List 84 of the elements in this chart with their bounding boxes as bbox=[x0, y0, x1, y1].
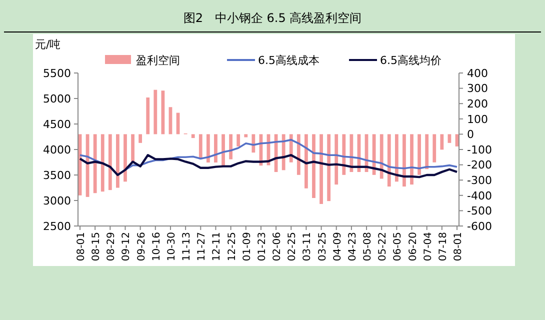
bar bbox=[206, 134, 210, 163]
y-tick-label: 5500 bbox=[43, 66, 71, 80]
x-tick-label: 05-22 bbox=[378, 232, 389, 262]
bar bbox=[304, 134, 308, 188]
x-tick-label: 04-23 bbox=[347, 232, 358, 262]
x-tick-label: 11-13 bbox=[182, 232, 193, 262]
bar bbox=[252, 134, 256, 153]
y2-tick-label: -200 bbox=[467, 158, 492, 172]
x-tick-label: 03-25 bbox=[317, 232, 328, 262]
y-tick-label: 2500 bbox=[43, 220, 71, 233]
bar bbox=[410, 134, 414, 185]
x-tick-label: 10-16 bbox=[151, 232, 162, 262]
bar bbox=[161, 90, 165, 134]
x-tick-label: 01-23 bbox=[256, 232, 268, 262]
bar bbox=[93, 134, 97, 194]
bar bbox=[425, 134, 429, 170]
x-tick-label: 07-18 bbox=[438, 232, 449, 262]
legend-label: 6.5高线成本 bbox=[258, 54, 320, 67]
legend-label: 6.5高线均价 bbox=[380, 54, 442, 67]
bar bbox=[327, 134, 331, 202]
y2-tick-label: -600 bbox=[467, 220, 492, 233]
y2-tick-label: -300 bbox=[467, 174, 492, 187]
bar bbox=[312, 134, 316, 198]
x-tick-label: 12-11 bbox=[212, 232, 223, 262]
y-axis-title: 元/吨 bbox=[35, 38, 61, 51]
x-tick-label: 08-01 bbox=[453, 232, 464, 262]
bar bbox=[334, 134, 338, 185]
bar bbox=[440, 134, 444, 150]
bar bbox=[229, 134, 232, 160]
bar bbox=[154, 90, 158, 134]
bar bbox=[146, 97, 150, 134]
bar bbox=[432, 134, 436, 162]
x-tick-label: 11-27 bbox=[196, 232, 208, 262]
y-tick-label: 4500 bbox=[43, 118, 71, 131]
bar bbox=[116, 134, 120, 188]
bar bbox=[131, 134, 134, 163]
bar bbox=[222, 134, 225, 166]
x-tick-label: 04-09 bbox=[332, 232, 344, 262]
x-tick-label: 06-20 bbox=[408, 232, 419, 262]
bar bbox=[320, 134, 323, 204]
x-tick-label: 07-04 bbox=[422, 232, 434, 262]
bar bbox=[244, 134, 248, 138]
bar bbox=[455, 134, 459, 146]
bar bbox=[448, 134, 452, 143]
bar bbox=[100, 134, 104, 192]
x-tick-label: 06-05 bbox=[392, 232, 404, 262]
y2-tick-label: -400 bbox=[467, 189, 492, 202]
x-tick-label: 12-25 bbox=[226, 232, 238, 262]
x-tick-label: 08-29 bbox=[106, 232, 118, 262]
x-tick-label: 09-12 bbox=[121, 232, 132, 262]
chart-title: 图2 中小钢企 6.5 高线盈利空间 bbox=[183, 11, 362, 25]
y2-tick-label: 300 bbox=[467, 82, 488, 96]
x-tick-label: 02-06 bbox=[272, 232, 284, 262]
y2-tick-label: 200 bbox=[467, 97, 488, 110]
legend-label: 盈利空间 bbox=[136, 54, 180, 67]
y-tick-label: 3000 bbox=[43, 194, 71, 208]
x-tick-label: 01-09 bbox=[242, 232, 253, 262]
bar bbox=[138, 134, 142, 143]
bar bbox=[191, 134, 195, 138]
x-tick-label: 05-08 bbox=[362, 232, 374, 262]
y2-tick-label: 100 bbox=[467, 112, 488, 126]
x-tick-label: 09-26 bbox=[136, 232, 148, 262]
bar bbox=[387, 134, 391, 187]
y-tick-label: 3500 bbox=[43, 168, 71, 182]
y2-tick-label: 0 bbox=[467, 128, 474, 142]
x-tick-label: 08-01 bbox=[76, 232, 87, 262]
y-tick-label: 5000 bbox=[43, 92, 71, 106]
line-series bbox=[78, 154, 458, 178]
bar bbox=[108, 134, 112, 190]
x-tick-label: 02-25 bbox=[287, 232, 298, 262]
bar bbox=[198, 134, 202, 160]
bar bbox=[214, 134, 218, 163]
bar bbox=[124, 134, 127, 182]
x-tick-label: 10-30 bbox=[166, 232, 178, 262]
y2-tick-label: 400 bbox=[467, 66, 488, 80]
bar bbox=[418, 134, 421, 175]
x-tick-label: 08-15 bbox=[91, 232, 102, 262]
y2-tick-label: -100 bbox=[467, 143, 492, 156]
y-tick-label: 4000 bbox=[43, 143, 71, 156]
bar bbox=[236, 134, 240, 146]
bar bbox=[394, 134, 398, 182]
bar bbox=[402, 134, 406, 187]
x-tick-label: 03-11 bbox=[302, 232, 314, 262]
y2-tick-label: -500 bbox=[467, 204, 492, 218]
